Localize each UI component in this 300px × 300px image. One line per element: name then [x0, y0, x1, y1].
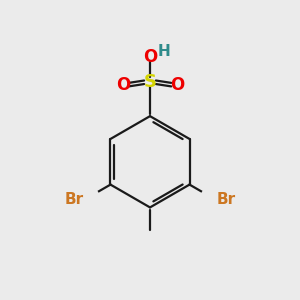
Text: H: H [158, 44, 170, 59]
Text: O: O [143, 48, 157, 66]
Text: S: S [143, 73, 157, 91]
Text: O: O [116, 76, 130, 94]
Text: Br: Br [64, 192, 83, 207]
Text: O: O [170, 76, 184, 94]
Text: Br: Br [217, 192, 236, 207]
